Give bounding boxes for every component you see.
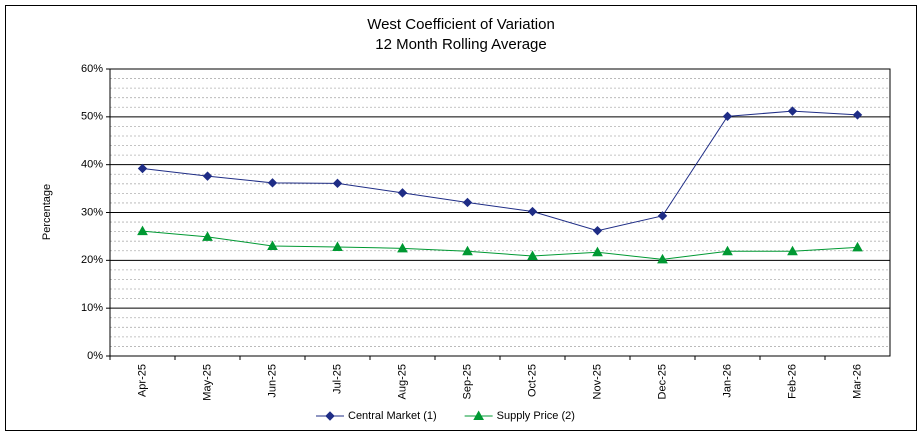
- legend-label: Supply Price (2): [497, 410, 575, 422]
- marker: [332, 241, 343, 251]
- chart-subtitle: 12 Month Rolling Average: [375, 36, 547, 53]
- marker: [657, 211, 668, 221]
- y-tick-label: 40%: [81, 159, 103, 171]
- marker: [267, 240, 278, 250]
- marker: [325, 411, 335, 421]
- marker: [462, 197, 473, 208]
- marker: [473, 410, 484, 420]
- x-tick-label: Feb-26: [786, 364, 798, 399]
- x-tick-label: May-25: [201, 364, 213, 401]
- marker: [397, 188, 408, 198]
- y-tick-label: 60%: [81, 63, 103, 75]
- marker: [202, 171, 213, 181]
- y-tick-label: 10%: [81, 302, 103, 314]
- x-tick-label: Jul-25: [331, 364, 343, 394]
- marker: [397, 242, 408, 253]
- marker: [462, 245, 473, 256]
- legend-label: Central Market (1): [348, 410, 437, 422]
- y-axis-label: Percentage: [41, 184, 53, 240]
- y-tick-label: 20%: [81, 254, 103, 266]
- marker: [852, 241, 863, 252]
- marker: [332, 178, 343, 189]
- x-tick-label: Mar-26: [851, 364, 863, 399]
- marker: [722, 111, 733, 122]
- marker: [267, 178, 278, 188]
- marker: [202, 231, 213, 241]
- marker: [787, 245, 798, 256]
- x-tick-label: Oct-25: [526, 364, 538, 397]
- series-line: [142, 230, 858, 260]
- x-tick-label: Aug-25: [396, 364, 408, 399]
- x-tick-label: Jan-26: [721, 364, 733, 398]
- series-line: [142, 110, 858, 232]
- chart-title: West Coefficient of Variation: [367, 16, 555, 33]
- marker: [592, 225, 603, 236]
- x-tick-label: Jun-25: [266, 364, 278, 398]
- x-tick-label: Sep-25: [461, 364, 473, 399]
- marker: [137, 163, 148, 174]
- y-tick-label: 50%: [81, 111, 103, 123]
- x-tick-label: Apr-25: [136, 364, 148, 397]
- marker: [852, 110, 863, 120]
- marker: [722, 245, 733, 256]
- marker: [527, 250, 538, 261]
- marker: [137, 225, 148, 236]
- marker: [787, 106, 798, 116]
- chart-border: [5, 5, 917, 431]
- marker: [592, 246, 603, 257]
- marker: [527, 206, 538, 217]
- x-tick-label: Dec-25: [656, 364, 668, 399]
- x-tick-label: Nov-25: [591, 364, 603, 399]
- y-tick-label: 0%: [87, 350, 103, 362]
- marker: [657, 253, 668, 264]
- y-tick-label: 30%: [81, 206, 103, 218]
